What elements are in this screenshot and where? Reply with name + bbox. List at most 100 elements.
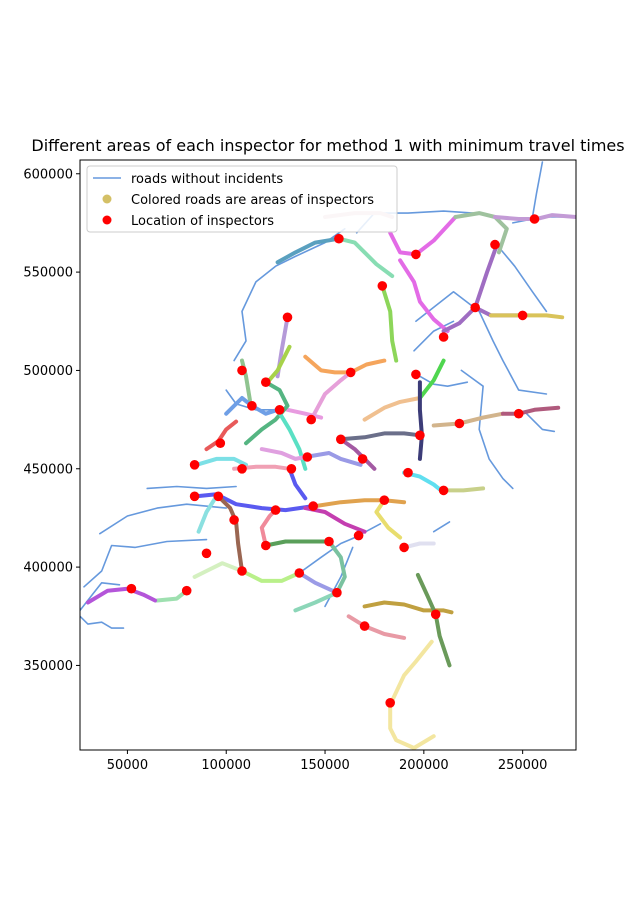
inspector-point-22 [324,536,334,547]
base-road-10 [494,241,548,313]
inspector-area-road-15 [309,370,353,422]
inspector-area-road-10 [380,283,399,363]
base-road-15 [419,375,469,388]
base-road-16 [298,522,382,574]
base-road-12 [478,310,548,395]
inspector-area-road-11 [303,354,387,375]
legend-inspector-marker [102,215,112,225]
inspector-area-road-21 [362,396,422,422]
inspector-point-9 [237,464,247,474]
inspector-point-5 [189,460,200,470]
inspector-area-road-19 [204,419,239,452]
inspector-point-13 [274,405,285,415]
inspector-area-road-28 [338,437,377,471]
inspector-point-40 [438,332,449,342]
legend-label-inspectors: Location of inspectors [131,214,274,229]
x-tick-label-3: 200000 [399,758,449,773]
inspector-point-39 [438,485,449,496]
inspector-area-road-47 [293,590,339,613]
x-tick-label-2: 150000 [300,758,350,773]
inspector-area-road-50 [346,614,407,640]
inspector-area-road-40 [192,561,244,579]
inspector-point-16 [270,505,281,515]
base-road-5 [233,228,346,362]
inspector-area-road-20 [275,407,308,471]
inspector-area-road-45 [327,539,347,595]
inspector-point-24 [334,233,344,244]
chart-title: Different areas of each inspector for me… [31,136,624,155]
inspector-point-20 [306,414,317,425]
inspector-point-3 [189,491,200,502]
inspector-point-1 [181,585,192,596]
inspector-point-38 [430,609,441,620]
inspector-area-road-4 [398,258,450,334]
inspector-point-30 [377,281,388,291]
inspector-point-4 [213,491,224,502]
inspector-point-41 [454,418,465,429]
legend-area-marker [102,194,112,204]
inspector-point-31 [379,495,390,506]
base-road-0 [80,615,125,629]
inspector-point-11 [247,401,257,411]
plot-frame [79,159,577,751]
inspector-area-road-52 [388,639,434,707]
inspector-area-road-44 [259,508,278,548]
inspector-point-10 [237,365,247,376]
inspector-area-road-27 [303,451,363,467]
inspector-area-road-30 [194,456,248,467]
inspector-area-road-33 [441,486,486,493]
inspector-point-33 [399,542,409,553]
inspector-point-25 [336,434,346,445]
inspector-area-road-29 [259,447,308,461]
inspector-area-road-46 [297,571,339,595]
inspector-point-27 [353,530,364,541]
y-tick-label-1: 400000 [23,561,73,576]
x-tick-label-0: 50000 [107,758,148,773]
inspector-point-8 [237,566,247,576]
inspector-area-road-38 [374,498,403,540]
inspector-point-37 [415,430,425,441]
inspector-point-17 [286,464,297,474]
inspector-point-43 [490,239,500,250]
base-road-6 [225,389,277,411]
inspector-area-road-36 [287,466,308,501]
inspector-area-road-42 [240,569,302,583]
inspector-area-road-7 [441,242,499,334]
base-road-4 [146,485,237,490]
inspector-area-road-25 [431,411,505,428]
inspector-area-road-24 [417,380,424,461]
inspector-point-28 [357,454,368,464]
inspector-point-46 [529,214,540,224]
inspector-point-44 [513,408,524,419]
legend-label-roads: roads without incidents [131,172,283,187]
y-tick-label-5: 600000 [23,167,73,182]
inspector-area-road-51 [388,702,436,750]
inspector-point-6 [215,438,226,449]
inspector-point-19 [302,452,313,462]
inspector-point-29 [359,621,370,631]
base-road-13 [460,369,514,490]
inspector-point-0 [126,583,137,594]
inspector-point-32 [385,698,396,708]
legend-box [86,165,398,233]
inspector-area-road-54 [402,541,436,550]
inspector-point-14 [282,312,293,323]
inspector-point-15 [261,540,271,551]
inspector-point-23 [332,587,342,598]
inspector-area-road-43 [263,539,331,548]
inspector-point-7 [229,515,239,525]
base-road-19 [413,320,455,352]
inspector-area-road-26 [500,405,561,416]
inspector-area-road-55 [196,494,219,534]
inspector-point-42 [470,302,481,313]
legend: roads without incidents Colored roads ar… [86,165,398,233]
legend-label-areas: Colored roads are areas of inspectors [131,193,374,208]
x-axis: 50000 100000 150000 200000 250000 [107,750,547,773]
inspector-area-road-34 [313,498,407,509]
inspector-area-road-23 [338,431,422,442]
inspector-point-2 [201,548,212,559]
inspector-point-35 [411,369,421,380]
y-tick-label-2: 450000 [23,462,73,477]
inspector-point-45 [517,310,528,321]
